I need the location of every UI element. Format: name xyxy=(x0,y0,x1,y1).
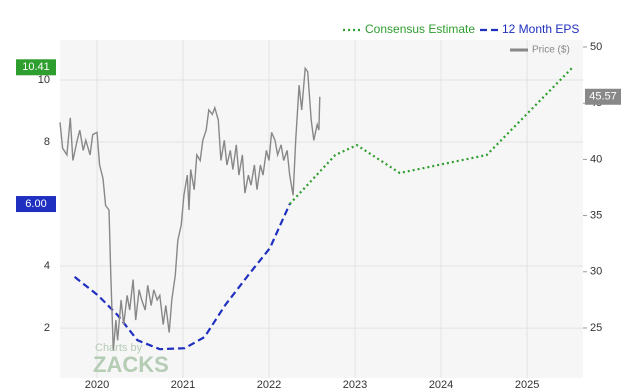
y2-tick-label: 50 xyxy=(590,41,602,53)
value-flag-label: 6.00 xyxy=(25,198,46,210)
y-tick-label: 8 xyxy=(44,136,50,148)
series-line xyxy=(73,203,291,351)
watermark: ZACKS xyxy=(93,352,169,377)
value-flag xyxy=(16,59,56,76)
y2-tick-label: 40 xyxy=(590,153,602,165)
y-tick-label: 10 xyxy=(38,74,50,86)
series-line xyxy=(59,66,321,351)
y-tick-label: 4 xyxy=(44,260,50,272)
y2-tick-label: 35 xyxy=(590,209,602,221)
value-flag-label: 10.41 xyxy=(22,61,50,73)
y2-tick-label: 25 xyxy=(590,322,602,334)
legend-label: 12 Month EPS xyxy=(502,22,579,36)
x-tick-label: 2022 xyxy=(257,379,281,390)
series-line xyxy=(288,66,574,205)
x-tick-label: 2024 xyxy=(429,379,453,390)
value-flag xyxy=(16,196,56,213)
x-tick-label: 2021 xyxy=(171,379,195,390)
y-tick-label: 2 xyxy=(44,322,50,334)
watermark: Charts by xyxy=(95,342,143,354)
legend-label: Consensus Estimate xyxy=(365,22,475,36)
x-tick-label: 2020 xyxy=(85,379,109,390)
plot-area xyxy=(60,40,583,378)
legend-label: Price ($) xyxy=(532,45,570,56)
x-tick-label: 2025 xyxy=(515,379,539,390)
value-flag-label: 45.57 xyxy=(589,91,617,103)
y2-tick-label: 30 xyxy=(590,266,602,278)
x-tick-label: 2023 xyxy=(343,379,367,390)
value-flag xyxy=(585,88,621,105)
